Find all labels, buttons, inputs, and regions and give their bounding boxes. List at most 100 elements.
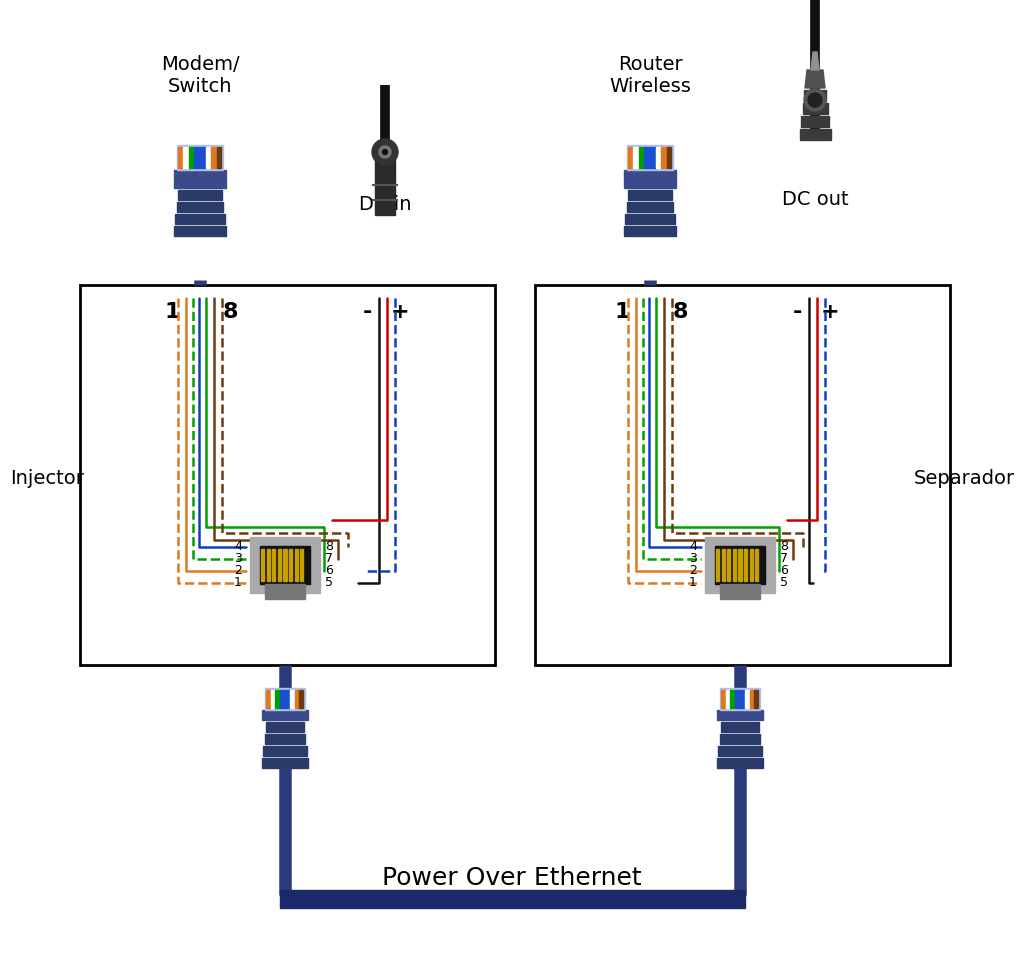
Polygon shape [633,146,638,168]
Polygon shape [275,690,280,708]
Polygon shape [266,549,269,581]
Polygon shape [295,549,298,581]
Polygon shape [624,170,676,188]
Polygon shape [299,690,303,708]
Polygon shape [266,690,269,708]
Polygon shape [721,723,759,732]
Polygon shape [627,202,673,211]
Circle shape [372,139,398,165]
Text: 1: 1 [234,576,242,590]
Polygon shape [720,584,760,599]
Polygon shape [705,537,775,593]
Text: DC in: DC in [358,195,412,214]
Polygon shape [177,202,223,211]
Polygon shape [717,710,763,721]
Polygon shape [756,549,759,581]
Polygon shape [177,145,223,170]
Polygon shape [720,688,760,710]
Text: -: - [793,302,802,322]
Polygon shape [639,146,643,168]
Text: -: - [362,302,372,322]
Polygon shape [627,145,673,170]
Polygon shape [217,146,221,168]
Text: 6: 6 [780,565,787,577]
Polygon shape [206,146,210,168]
Circle shape [804,89,826,111]
Text: Router
Wireless: Router Wireless [609,55,691,96]
Polygon shape [260,545,310,584]
Polygon shape [744,549,748,581]
Text: DC out: DC out [781,190,848,209]
Polygon shape [722,549,725,581]
Polygon shape [755,690,758,708]
Polygon shape [738,549,741,581]
Polygon shape [803,103,827,114]
Polygon shape [800,129,830,140]
Polygon shape [750,690,754,708]
Text: 1: 1 [689,576,697,590]
Polygon shape [375,160,395,215]
Polygon shape [716,549,719,581]
Polygon shape [717,758,763,768]
Polygon shape [262,758,308,768]
Bar [80,285,495,665]
Polygon shape [629,189,672,199]
Polygon shape [285,690,289,708]
Polygon shape [174,226,226,235]
Text: 1: 1 [164,302,180,322]
Polygon shape [250,537,319,593]
Text: +: + [391,302,410,322]
Text: 4: 4 [689,541,697,553]
Polygon shape [200,146,205,168]
Text: 7: 7 [325,552,333,566]
Text: 8: 8 [672,302,688,322]
Text: 8: 8 [222,302,238,322]
Polygon shape [744,690,749,708]
Text: 3: 3 [234,552,242,566]
Text: 2: 2 [689,565,697,577]
Polygon shape [740,690,743,708]
Polygon shape [261,549,264,581]
Polygon shape [290,690,294,708]
Polygon shape [718,746,762,756]
Polygon shape [727,549,730,581]
Polygon shape [300,549,303,581]
Polygon shape [811,52,819,70]
Polygon shape [750,549,753,581]
Text: Modem/
Switch: Modem/ Switch [161,55,240,96]
Polygon shape [624,226,676,235]
Circle shape [383,149,387,154]
Polygon shape [804,90,826,101]
Polygon shape [662,146,666,168]
Polygon shape [265,688,305,710]
Polygon shape [735,690,739,708]
Text: 8: 8 [780,541,788,553]
Polygon shape [655,146,660,168]
Text: Power Over Ethernet: Power Over Ethernet [382,866,642,890]
Text: 6: 6 [325,565,333,577]
Polygon shape [650,146,654,168]
Polygon shape [174,170,226,188]
Text: 5: 5 [325,576,333,590]
Polygon shape [628,146,632,168]
Polygon shape [178,146,182,168]
Circle shape [808,93,822,107]
Polygon shape [262,710,308,721]
Polygon shape [626,213,675,224]
Polygon shape [183,146,187,168]
Polygon shape [270,690,274,708]
Text: 5: 5 [780,576,788,590]
Text: 4: 4 [234,541,242,553]
Polygon shape [281,690,284,708]
Text: 8: 8 [325,541,333,553]
Polygon shape [263,746,307,756]
Text: 3: 3 [689,552,697,566]
Polygon shape [801,116,829,127]
Text: 2: 2 [234,565,242,577]
Polygon shape [721,690,725,708]
Bar [280,890,745,908]
Polygon shape [289,549,292,581]
Text: 1: 1 [614,302,630,322]
Text: 7: 7 [780,552,788,566]
Circle shape [379,146,391,158]
